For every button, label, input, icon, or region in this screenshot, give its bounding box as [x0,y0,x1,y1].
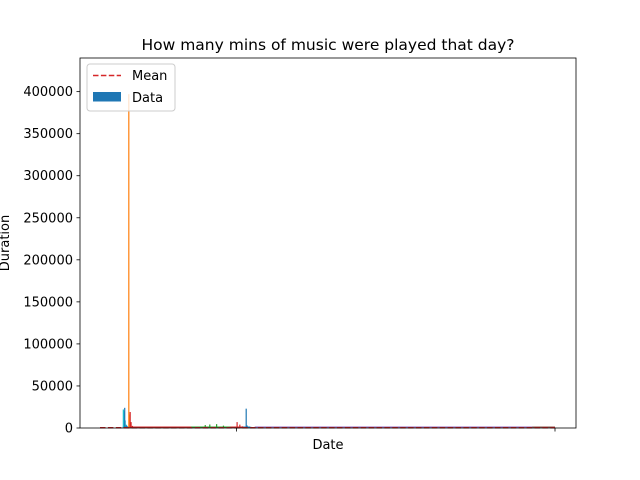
bar [124,407,126,428]
legend-mean-label: Mean [132,69,167,84]
x-axis [236,428,556,432]
legend-data-swatch [93,92,121,102]
y-tick-label: 400000 [23,85,73,100]
y-tick-label: 50000 [32,379,73,394]
plot-frame [79,57,577,429]
chart-title: How many mins of music were played that … [141,36,514,54]
bar [245,408,247,428]
bar [129,412,131,428]
y-tick-label: 200000 [23,253,73,268]
bar [209,424,211,428]
bar [122,409,124,428]
legend: Mean Data [86,63,176,112]
x-axis-label: Date [312,438,343,453]
y-tick-label: 150000 [23,295,73,310]
y-axis: 0 50000 100000 150000 200000 250000 300000 3500… [23,85,80,437]
bar [128,94,130,428]
y-tick-label: 300000 [23,169,73,184]
bar [239,424,241,428]
y-axis-label: Duration [0,215,13,271]
y-tick-label: 0 [65,422,73,437]
y-tick-label: 100000 [23,337,73,352]
y-tick-label: 250000 [23,211,73,226]
y-tick-label: 350000 [23,127,73,142]
bar [130,422,132,428]
legend-data-label: Data [132,91,163,106]
bar [216,424,218,428]
plot-area [80,58,576,428]
bar [236,422,238,428]
